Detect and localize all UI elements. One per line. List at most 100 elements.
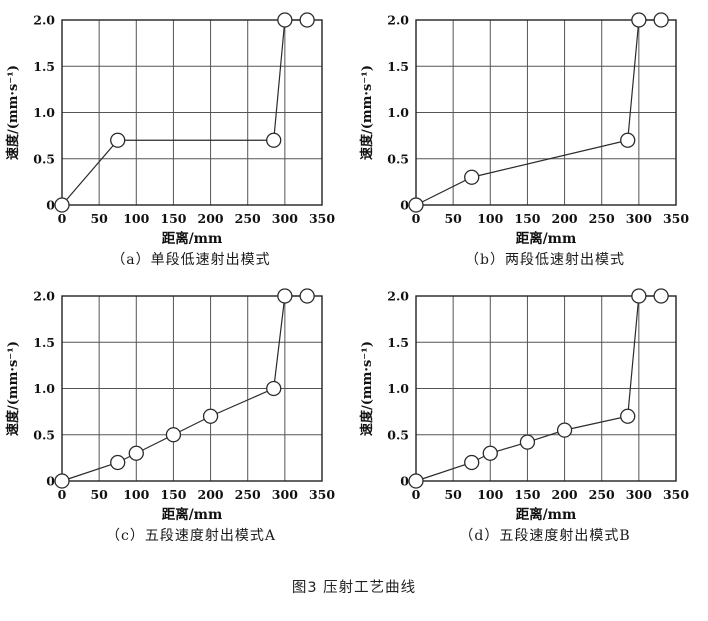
charts-grid: 0 50 100 150 200 250 300 350 0 0.5 1.0 1.5 2.0 距离/mm 速… [0,8,708,560]
x-tick-label: 300 [626,487,652,502]
data-point-marker [653,12,669,28]
x-tick-label: 350 [663,211,689,226]
chart-d-caption: （d）五段速度射出模式B [459,528,631,544]
y-tick-label: 1.5 [33,59,55,74]
data-point-marker [631,12,647,28]
x-tick-label: 250 [589,487,615,502]
data-point-marker [519,434,536,450]
x-tick-label: 150 [514,211,540,226]
y-tick-label: 0 [400,198,409,213]
data-point-marker [653,288,669,304]
plot-border [415,295,677,482]
x-tick-label: 50 [444,487,462,502]
x-tick-label: 350 [663,487,689,502]
x-axis-title: 距离/mm [162,230,223,247]
x-tick-label: 250 [235,211,261,226]
x-tick-label: 150 [514,487,540,502]
y-tick-label: 0.5 [33,151,55,166]
data-point-marker [277,288,293,304]
x-tick-label: 0 [58,487,67,502]
figure-title: 图3 压射工艺曲线 [291,580,417,596]
y-tick-label: 0 [46,474,55,489]
y-axis-title: 速度/(mm·s⁻¹) [359,65,375,160]
plot-border [61,295,323,482]
y-tick-label: 1.5 [387,59,409,74]
y-axis-title: 速度/(mm·s⁻¹) [5,65,21,160]
y-tick-label: 2.0 [387,289,409,304]
x-tick-label: 250 [589,211,615,226]
data-point-marker [128,445,144,461]
x-tick-label: 50 [90,487,108,502]
x-tick-label: 150 [160,487,186,502]
y-tick-label: 1.0 [33,381,55,396]
data-point-marker [277,12,293,28]
data-point-marker [464,169,480,185]
x-tick-label: 0 [412,487,421,502]
y-tick-label: 2.0 [387,13,409,28]
y-tick-label: 1.0 [33,105,55,120]
data-point-marker [408,197,424,213]
data-point-marker [464,454,480,471]
y-tick-label: 1.5 [387,335,409,350]
data-point-marker [110,132,126,148]
plot-border [61,19,323,206]
data-point-marker [165,427,182,443]
chart-b-caption: （b）两段低速射出模式 [465,252,625,268]
x-tick-label: 0 [412,211,421,226]
x-tick-label: 50 [90,211,108,226]
data-point-marker [482,445,498,461]
x-tick-label: 100 [123,487,149,502]
data-point-marker [54,473,70,489]
y-tick-label: 0.5 [387,151,409,166]
data-point-marker [54,197,70,213]
chart-panel-b: 0 50 100 150 200 250 300 350 0 0.5 1.0 1.5 2.0 距离/mm 速… [354,8,708,284]
x-tick-label: 50 [444,211,462,226]
chart-panel-d: 0 50 100 150 200 250 300 350 0 0.5 1.0 1.5 2.0 距离/mm 速… [354,284,708,560]
chart-d-canvas: 0 50 100 150 200 250 300 350 0 0.5 1.0 1.5 2.0 距离/mm 速… [359,288,689,523]
x-axis-title: 距离/mm [516,506,577,523]
data-point-marker [408,473,424,489]
x-tick-label: 300 [626,211,652,226]
chart-a-canvas: 0 50 100 150 200 250 300 350 0 0.5 1.0 1.5 2.0 距离/mm 速… [5,12,335,247]
y-tick-label: 1.0 [387,105,409,120]
y-tick-label: 1.0 [387,381,409,396]
data-point-marker [620,132,636,148]
y-tick-label: 0.5 [33,427,55,442]
x-tick-label: 200 [198,211,224,226]
x-tick-label: 200 [552,487,578,502]
x-tick-label: 350 [309,487,335,502]
y-tick-label: 2.0 [33,13,55,28]
x-tick-label: 100 [477,211,503,226]
x-tick-label: 200 [198,487,224,502]
data-point-marker [202,408,219,424]
x-tick-label: 100 [123,211,149,226]
data-point-marker [110,454,126,471]
x-tick-label: 300 [272,487,298,502]
y-tick-label: 0 [400,474,409,489]
chart-panel-c: 0 50 100 150 200 250 300 350 0 0.5 1.0 1.5 2.0 距离/mm 速… [0,284,354,560]
y-axis-title: 速度/(mm·s⁻¹) [5,341,21,436]
y-tick-label: 2.0 [33,289,55,304]
data-point-marker [631,288,647,304]
data-point-marker [299,12,315,28]
plot-border [415,19,677,206]
chart-c-canvas: 0 50 100 150 200 250 300 350 0 0.5 1.0 1.5 2.0 距离/mm 速… [5,288,335,523]
x-tick-label: 200 [552,211,578,226]
x-tick-label: 150 [160,211,186,226]
x-axis-title: 距离/mm [162,506,223,523]
y-tick-label: 1.5 [33,335,55,350]
data-point-marker [266,132,282,148]
chart-c-caption: （c）五段速度射出模式A [106,528,276,544]
y-tick-label: 0.5 [387,427,409,442]
x-tick-label: 250 [235,487,261,502]
chart-a-caption: （a）单段低速射出模式 [111,252,271,268]
chart-panel-a: 0 50 100 150 200 250 300 350 0 0.5 1.0 1.5 2.0 距离/mm 速… [0,8,354,284]
data-point-marker [620,408,636,424]
x-tick-label: 100 [477,487,503,502]
chart-b-canvas: 0 50 100 150 200 250 300 350 0 0.5 1.0 1.5 2.0 距离/mm 速… [359,12,689,247]
x-axis-title: 距离/mm [516,230,577,247]
y-tick-label: 0 [46,198,55,213]
x-tick-label: 300 [272,211,298,226]
data-point-marker [299,288,315,304]
